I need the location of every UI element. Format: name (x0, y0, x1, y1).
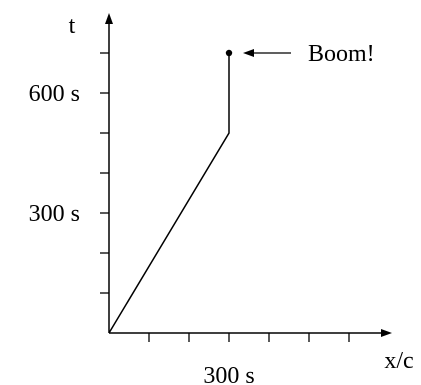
annotation-arrowhead (243, 49, 254, 57)
y-axis-label: t (69, 13, 76, 39)
y-tick-label: 300 s (29, 201, 80, 227)
tick-labels: 300 s 300 s 600 s (29, 81, 255, 385)
axes (105, 13, 392, 337)
x-axis-label: x/c (384, 348, 413, 374)
y-ticks (100, 52, 109, 294)
x-ticks (148, 333, 350, 342)
x-axis-arrowhead (381, 329, 392, 337)
boom-annotation-label: Boom! (308, 41, 375, 67)
worldline-series (108, 53, 230, 334)
y-tick-label: 600 s (29, 81, 80, 107)
x-tick-label: 300 s (203, 363, 254, 385)
boom-event-point (225, 49, 233, 57)
y-axis-arrowhead (105, 13, 113, 24)
